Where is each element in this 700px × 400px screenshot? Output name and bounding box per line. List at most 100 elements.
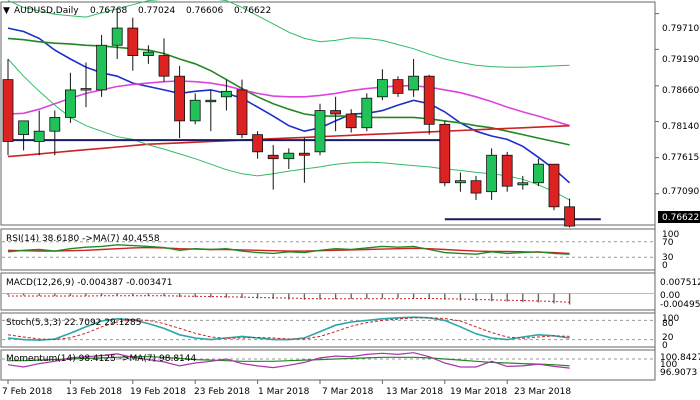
stoch-axis-labels: 100 80 20 0 [662, 314, 679, 351]
candle-body [548, 163, 560, 208]
candle-body [142, 51, 154, 56]
date-tick-label: 23 Feb 2018 [194, 387, 250, 397]
date-tick-label: 13 Mar 2018 [386, 387, 443, 397]
date-tick-label: 19 Feb 2018 [130, 387, 186, 397]
candle-body [408, 75, 420, 91]
candle-body [236, 89, 248, 136]
macd-title: MACD(12,26,9) -0.004387 -0.003471 [6, 278, 172, 288]
rsi-line [7, 244, 570, 255]
candle-body [454, 180, 466, 184]
price-tick-label: 0.78660 [662, 86, 699, 96]
current-price-label: 0.76622 [662, 213, 699, 223]
candle-body [314, 110, 326, 153]
candle-body [18, 120, 30, 136]
candle-body [174, 75, 186, 122]
momentum-line [8, 356, 570, 367]
symbol-icon: ▼ [3, 6, 10, 16]
stoch-tick-label: 100 [662, 314, 679, 324]
main-title-text: AUDUSD,Daily [14, 6, 79, 16]
candle-body [267, 154, 279, 160]
date-tick-label: 23 Mar 2018 [514, 387, 571, 397]
candle-body [423, 75, 435, 125]
candle-body [564, 206, 575, 227]
candle-body [517, 182, 529, 186]
overlay-line [7, 124, 570, 158]
date-tick-label: 7 Feb 2018 [2, 387, 53, 397]
indicator-layer [2, 241, 655, 369]
candle-body [533, 163, 544, 184]
candle-body [439, 123, 451, 184]
candle-body [220, 90, 232, 98]
momentum-tick-label: 96.9073 [660, 368, 697, 378]
candle-body [127, 27, 139, 56]
rsi-tick-label: 100 [662, 230, 679, 240]
momentum-tick-label: 100 [660, 360, 677, 370]
candle-body [189, 99, 201, 122]
rsi-title: RSI(14) 38.6180 ->MA(7) 40.4558 [6, 234, 160, 244]
ohlc-high: 0.77024 [138, 6, 175, 16]
candle-body [486, 154, 498, 193]
ohlc-open: 0.76768 [90, 6, 127, 16]
price-tick-label: 0.79710 [662, 24, 699, 34]
candle-body [49, 117, 61, 132]
candle-body [470, 180, 482, 194]
rsi-tick-label: 0 [662, 261, 668, 271]
rsi-tick-label: 30 [662, 253, 674, 263]
price-tick-label: 0.77090 [662, 187, 699, 197]
stoch-signal-line [7, 317, 570, 341]
date-tick-label: 1 Mar 2018 [258, 387, 310, 397]
ohlc-low: 0.76606 [186, 6, 223, 16]
price-tick-label: 0.77615 [662, 153, 699, 163]
date-tick-label: 13 Feb 2018 [66, 387, 122, 397]
candle-body [65, 89, 76, 118]
candle-body [345, 113, 357, 129]
current-price-tag [658, 211, 700, 223]
candle-body [111, 27, 123, 46]
stoch-tick-label: 0 [662, 341, 668, 351]
candle-body [96, 44, 107, 91]
grid-layer [0, 1, 656, 381]
macd-tick-label: 0.00 [660, 291, 680, 301]
momentum-line [7, 352, 570, 369]
date-axis-labels: 7 Feb 2018 13 Feb 2018 19 Feb 2018 23 Fe… [2, 387, 571, 397]
candle-body [298, 152, 310, 156]
macd-axis-labels: 0.007512 0.00 -0.004953 [660, 278, 700, 310]
stoch-tick-label: 80 [662, 319, 674, 329]
candle-body [205, 99, 217, 103]
ohlc-close: 0.76622 [234, 6, 271, 16]
momentum-title: Momentum(14) 98.4125 ->MA(7) 98.8144 [6, 354, 197, 364]
candle-body [283, 152, 295, 160]
candle-body [501, 154, 513, 187]
stoch-tick-label: 20 [662, 333, 674, 343]
rsi-axis-labels: 100 70 30 0 [662, 230, 679, 271]
momentum-tick-label: 100.8427 [660, 353, 700, 363]
main-title: ▼ AUDUSD,Daily 0.76768 0.77024 0.76606 0… [3, 6, 271, 16]
candle-body [330, 110, 342, 115]
candle-body [158, 55, 170, 77]
candle-body [33, 130, 45, 142]
candle-layer [2, 10, 575, 228]
macd-tick-label: 0.007512 [660, 278, 700, 288]
overlay-line [7, 80, 570, 127]
overlay-line [7, 0, 570, 68]
price-tick-label: 0.79190 [662, 55, 699, 65]
candle-body [80, 88, 92, 91]
momentum-axis-labels: 100.8427 100 96.9073 [660, 353, 700, 378]
candle-body [2, 79, 14, 142]
stoch-main-line [7, 316, 570, 342]
candle-body [361, 97, 373, 129]
price-axis-labels: 0.79710 0.79190 0.78660 0.78140 0.77615 … [658, 24, 700, 223]
date-tick-label: 7 Mar 2018 [322, 387, 374, 397]
macd-tick-label: -0.004953 [660, 300, 700, 310]
axis-layer [7, 13, 659, 384]
rsi-tick-label: 70 [662, 238, 674, 248]
overlay-line [7, 58, 570, 201]
macd-signal-line [8, 295, 570, 303]
candle-body [252, 134, 264, 153]
price-tick-label: 0.78140 [662, 122, 699, 132]
stoch-title: Stoch(5,3,3) 22.7092 29.1285 [6, 318, 141, 328]
candle-body [392, 79, 404, 94]
candle-body [376, 79, 388, 98]
date-tick-label: 19 Mar 2018 [450, 387, 507, 397]
